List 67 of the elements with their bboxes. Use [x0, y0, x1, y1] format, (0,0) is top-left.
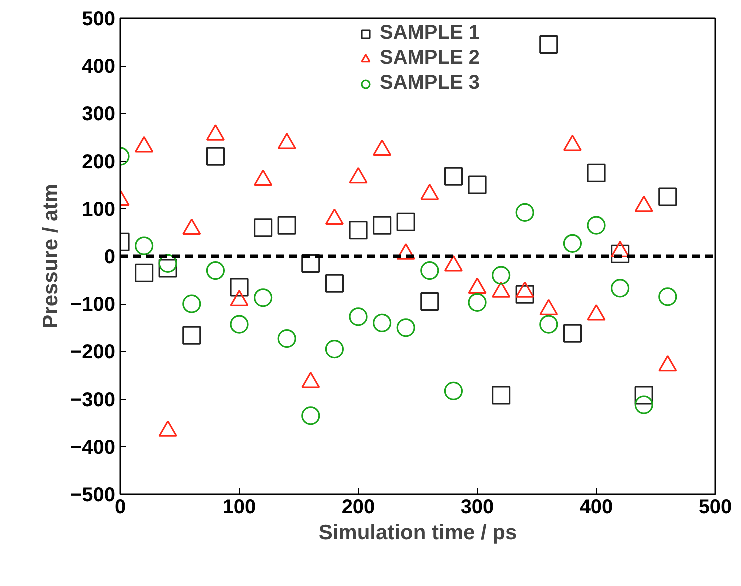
y-tick-label: 400: [82, 56, 116, 78]
point: [302, 406, 320, 426]
y-axis-title: Pressure / atm: [39, 184, 62, 329]
point: [563, 324, 582, 343]
x-axis-title: Simulation time / ps: [318, 522, 518, 544]
y-tick-label: 200: [82, 151, 116, 174]
point: [516, 203, 534, 222]
x-tick-label: 300: [460, 496, 494, 518]
point: [420, 292, 440, 312]
y-tick-label: 0: [104, 246, 116, 268]
point: [540, 35, 558, 54]
point: [658, 188, 678, 206]
point: [206, 147, 225, 166]
point: [325, 340, 344, 359]
legend-label: SAMPLE 1: [380, 22, 480, 45]
x-tick-label: 200: [342, 496, 376, 518]
point: [230, 315, 249, 334]
y-tick-label: −500: [70, 484, 116, 506]
point: [444, 382, 463, 400]
point: [634, 386, 654, 405]
point: [492, 386, 511, 405]
point: [278, 330, 296, 348]
point: [278, 216, 296, 235]
point: [516, 285, 534, 304]
point: [468, 176, 487, 194]
point: [420, 261, 440, 280]
point: [158, 259, 178, 278]
y-tick-label: −300: [70, 389, 116, 412]
point: [492, 266, 511, 285]
point: [396, 318, 416, 338]
point: [158, 254, 178, 273]
point: [563, 234, 582, 253]
y-tick-label: 300: [82, 104, 116, 126]
x-tick-label: 500: [698, 496, 732, 518]
point: [540, 315, 558, 334]
point: [302, 254, 320, 273]
point: [135, 264, 154, 282]
point: [611, 279, 630, 298]
point: [349, 221, 368, 240]
point: [634, 396, 654, 414]
point: [182, 326, 202, 345]
x-tick-label: 400: [580, 496, 614, 518]
x-tick-label: 100: [222, 496, 256, 518]
point: [373, 314, 392, 332]
point: [468, 293, 487, 312]
point: [254, 288, 273, 308]
y-tick-label: 100: [82, 198, 116, 221]
point: [254, 218, 273, 238]
point: [611, 244, 630, 264]
point: [206, 261, 225, 280]
point: [396, 212, 416, 232]
point: [587, 216, 606, 235]
point: [658, 288, 678, 306]
point: [444, 167, 463, 186]
y-tick-label: −200: [70, 342, 116, 364]
legend-label: SAMPLE 3: [380, 72, 480, 95]
y-tick-label: −400: [70, 436, 116, 459]
point: [325, 274, 344, 293]
point: [587, 164, 606, 182]
y-tick-label: 500: [82, 8, 116, 30]
point: [182, 294, 202, 314]
point: [373, 216, 392, 235]
y-tick-label: −100: [70, 294, 116, 316]
point: [349, 308, 368, 326]
legend-label: SAMPLE 2: [380, 47, 480, 70]
point: [230, 278, 249, 297]
point: [135, 236, 154, 256]
